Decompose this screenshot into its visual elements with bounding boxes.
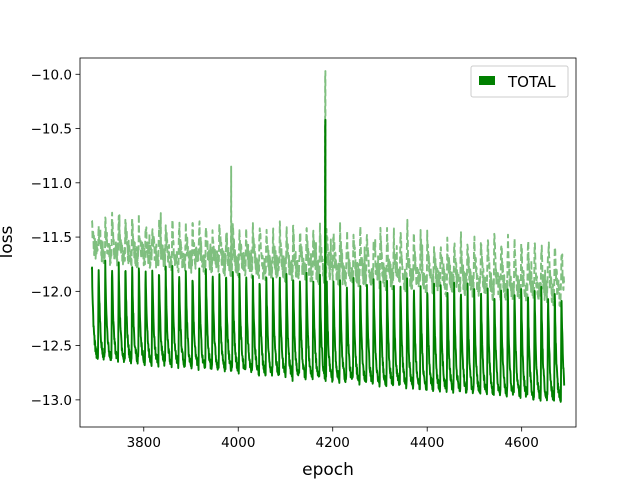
y-tick-label: −11.5: [31, 230, 72, 246]
x-tick-label: 3800: [127, 435, 161, 451]
y-tick-label: −11.0: [31, 176, 72, 192]
x-tick-label: 4600: [504, 435, 538, 451]
legend-swatch-total: [479, 76, 495, 85]
x-tick-label: 4200: [316, 435, 350, 451]
y-axis-label: loss: [0, 225, 17, 258]
plot-frame: [79, 57, 577, 428]
y-tick-label: −10.5: [31, 122, 72, 138]
legend: TOTAL: [470, 65, 569, 98]
series-line-dashed: [91, 70, 566, 308]
y-tick-label: −10.0: [31, 67, 72, 83]
series-layer: [90, 70, 566, 403]
x-axis: 3800 4000 4200 4400 4600: [127, 427, 539, 451]
series-line-total: [90, 118, 566, 403]
y-tick-label: −13.0: [31, 393, 72, 409]
y-tick-label: −12.5: [31, 339, 72, 355]
y-tick-label: −12.0: [31, 284, 72, 300]
y-axis: −13.0 −12.5 −12.0 −11.5 −11.0 −10.5 −10.0: [31, 67, 80, 409]
legend-label-total: TOTAL: [507, 73, 556, 91]
legend-frame: [470, 65, 569, 98]
x-axis-label: epoch: [302, 460, 354, 480]
x-tick-label: 4000: [221, 435, 255, 451]
plot-area: [79, 57, 577, 428]
x-tick-label: 4400: [410, 435, 444, 451]
